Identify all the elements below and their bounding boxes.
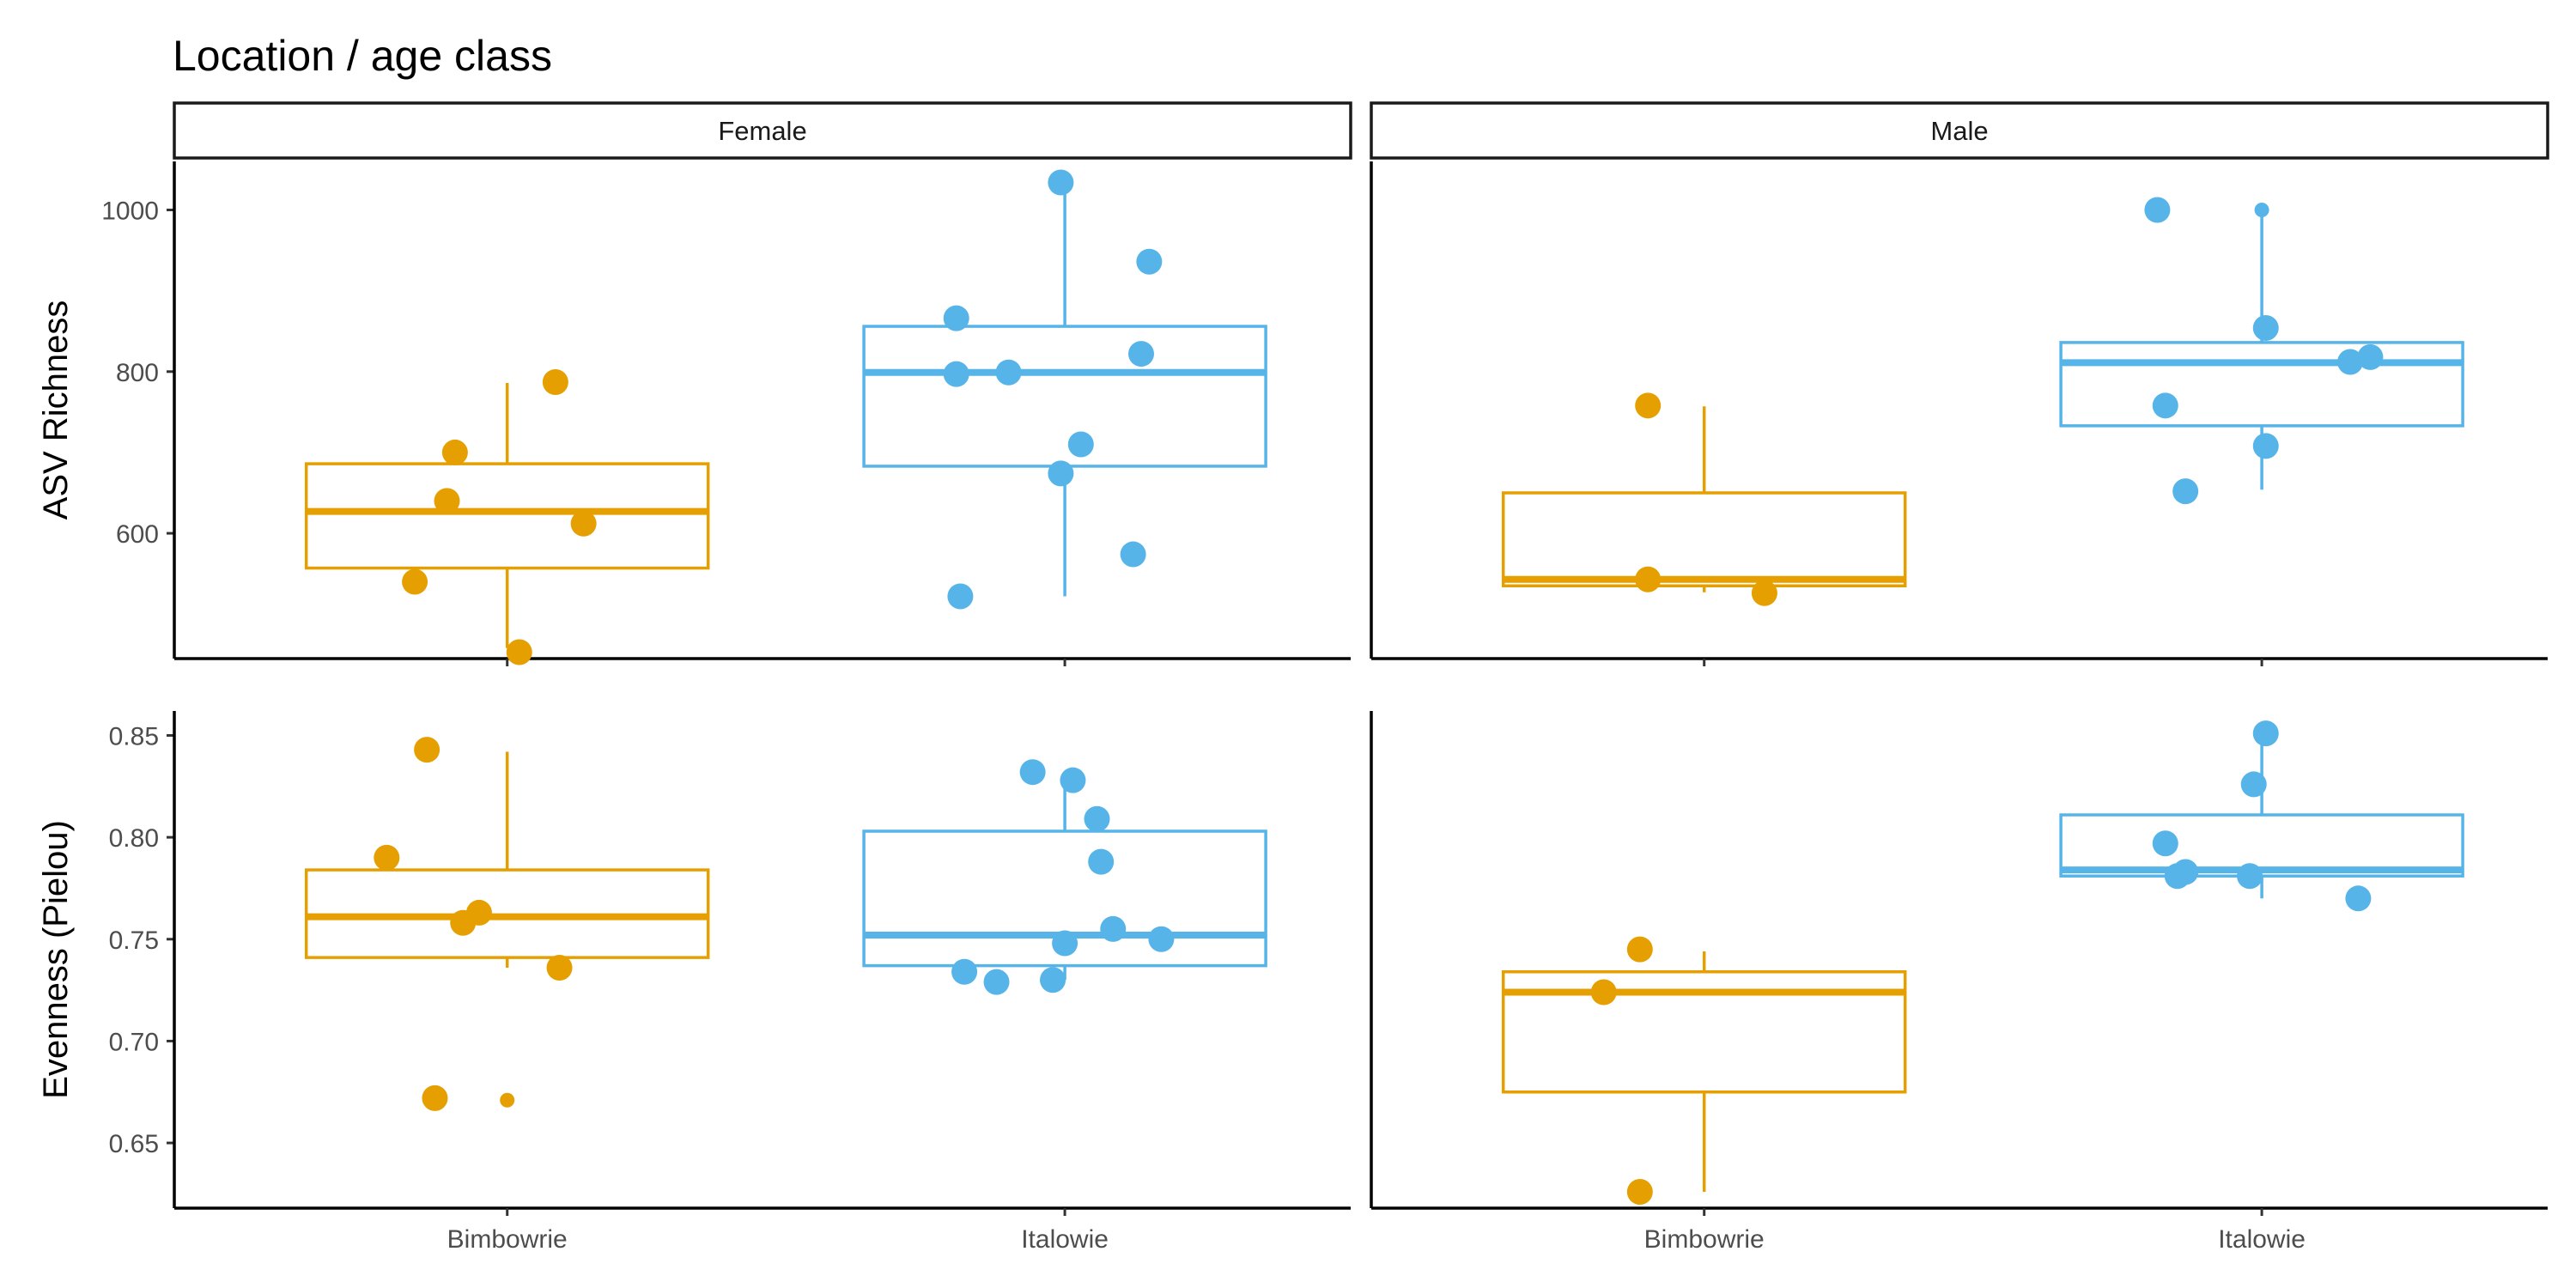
data-point-evenness-female-bimbowrie-1 [414, 737, 440, 763]
data-point-evenness-male-italowie-3 [2237, 863, 2263, 890]
data-point-richness-female-bimbowrie-3 [506, 639, 532, 665]
data-point-evenness-female-italowie-7 [1088, 848, 1115, 875]
data-point-richness-female-italowie-7 [1128, 341, 1155, 368]
facet-label-female: Female [718, 116, 806, 146]
data-point-richness-female-italowie-8 [1136, 248, 1163, 275]
data-point-richness-male-bimbowrie-0 [1635, 392, 1662, 419]
outlier-point-evenness-female-bimbowrie-0 [500, 1092, 515, 1108]
y-tick-label-richness-1: 800 [116, 359, 159, 387]
data-point-evenness-female-bimbowrie-2 [422, 1084, 448, 1111]
data-point-evenness-female-italowie-1 [983, 969, 1010, 995]
data-point-richness-female-bimbowrie-1 [434, 488, 460, 514]
x-tick-label-evenness-female-bimbowrie: Bimbowrie [447, 1225, 568, 1254]
data-point-richness-female-italowie-4 [1048, 460, 1074, 487]
y-tick-label-richness-0: 600 [116, 520, 159, 549]
data-point-evenness-female-italowie-9 [1148, 926, 1175, 952]
y-tick-label-evenness-1: 0.70 [109, 1028, 159, 1056]
data-point-richness-female-italowie-1 [943, 361, 969, 387]
y-tick-label-evenness-0: 0.65 [109, 1130, 159, 1158]
data-point-evenness-female-italowie-0 [951, 958, 978, 985]
facet-strip-female [173, 101, 1352, 160]
box-richness-female-italowie [862, 325, 1267, 468]
x-tick-label-evenness-female-italowie: Italowie [1021, 1225, 1109, 1254]
x-tick-label-evenness-male-italowie: Italowie [2218, 1225, 2306, 1254]
data-point-richness-female-italowie-3 [1048, 169, 1074, 196]
data-point-evenness-male-italowie-5 [2252, 720, 2279, 747]
y-tick-label-evenness-4: 0.85 [109, 722, 159, 750]
data-point-evenness-male-italowie-2 [2172, 859, 2199, 885]
data-point-richness-female-italowie-0 [943, 305, 969, 331]
y-tick-label-richness-2: 1000 [101, 197, 159, 225]
data-point-evenness-female-italowie-5 [1060, 767, 1086, 793]
data-point-evenness-female-bimbowrie-5 [546, 954, 573, 981]
data-point-richness-male-italowie-5 [2337, 349, 2364, 375]
data-point-richness-female-italowie-5 [1067, 431, 1094, 458]
data-point-richness-male-italowie-2 [2172, 478, 2199, 505]
data-point-evenness-female-italowie-6 [1084, 805, 1110, 832]
data-point-richness-male-italowie-1 [2152, 392, 2178, 419]
data-point-richness-male-bimbowrie-2 [1751, 580, 1777, 606]
data-point-richness-male-italowie-3 [2252, 433, 2279, 459]
data-point-richness-female-italowie-9 [947, 583, 974, 610]
data-point-richness-female-bimbowrie-4 [542, 369, 568, 396]
data-point-richness-male-bimbowrie-1 [1635, 566, 1662, 592]
data-point-evenness-male-italowie-0 [2152, 830, 2178, 857]
data-point-richness-female-bimbowrie-0 [402, 568, 428, 595]
facet-label-male: Male [1930, 116, 1988, 146]
x-tick-label-evenness-male-bimbowrie: Bimbowrie [1644, 1225, 1765, 1254]
y-tick-label-evenness-3: 0.80 [109, 824, 159, 853]
facet-strip-male [1370, 101, 2549, 160]
data-point-richness-female-italowie-6 [1120, 541, 1146, 568]
data-point-evenness-male-bimbowrie-2 [1626, 1179, 1653, 1206]
data-point-evenness-female-italowie-8 [1100, 915, 1127, 942]
data-point-evenness-female-bimbowrie-0 [374, 844, 400, 871]
box-richness-female-bimbowrie [304, 462, 710, 570]
data-point-evenness-male-italowie-4 [2240, 771, 2267, 798]
data-point-richness-male-italowie-0 [2144, 197, 2171, 223]
data-point-richness-male-italowie-4 [2252, 314, 2279, 341]
data-point-evenness-female-italowie-2 [1019, 759, 1046, 786]
data-point-richness-female-bimbowrie-2 [441, 439, 468, 465]
data-point-evenness-female-italowie-3 [1040, 967, 1066, 993]
outlier-point-richness-male-italowie-0 [2254, 202, 2269, 217]
data-point-richness-female-bimbowrie-5 [570, 510, 597, 537]
y-tick-label-evenness-2: 0.75 [109, 927, 159, 955]
data-point-evenness-male-bimbowrie-1 [1626, 936, 1653, 963]
data-point-evenness-male-italowie-6 [2345, 885, 2372, 912]
data-point-richness-female-italowie-2 [995, 359, 1022, 386]
y-axis-title-richness: ASV Richness [37, 301, 75, 520]
data-point-evenness-female-bimbowrie-4 [465, 899, 492, 926]
data-point-richness-male-italowie-6 [2357, 343, 2384, 370]
chart-title: Location / age class [173, 32, 552, 80]
data-point-evenness-female-italowie-4 [1052, 930, 1078, 957]
box-richness-male-italowie [2059, 341, 2464, 428]
y-axis-title-evenness: Evenness (Pielou) [37, 820, 75, 1099]
box-richness-male-bimbowrie [1501, 491, 1907, 588]
data-point-evenness-male-bimbowrie-0 [1590, 979, 1617, 1005]
